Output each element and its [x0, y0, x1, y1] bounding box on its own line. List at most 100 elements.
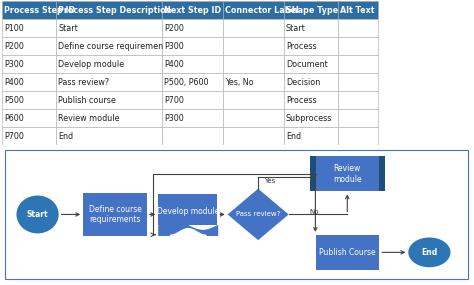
- Bar: [56, 1, 162, 19]
- Polygon shape: [228, 189, 289, 240]
- Bar: [162, 91, 223, 109]
- Bar: [338, 91, 378, 109]
- Text: P700: P700: [164, 96, 183, 105]
- Text: Yes, No: Yes, No: [225, 78, 254, 87]
- FancyBboxPatch shape: [316, 235, 379, 270]
- Bar: [284, 37, 338, 55]
- Text: Pass review?: Pass review?: [236, 211, 280, 217]
- Text: Pass review?: Pass review?: [58, 78, 109, 87]
- Bar: [2, 55, 56, 73]
- Bar: [338, 1, 378, 19]
- Text: Start: Start: [286, 24, 306, 33]
- Text: P300: P300: [164, 114, 183, 123]
- FancyBboxPatch shape: [379, 156, 384, 192]
- Text: Subprocess: Subprocess: [286, 114, 332, 123]
- Bar: [223, 1, 284, 19]
- Text: Review module: Review module: [58, 114, 120, 123]
- Bar: [162, 74, 223, 91]
- Bar: [223, 109, 284, 127]
- Bar: [56, 55, 162, 73]
- Text: P600: P600: [4, 114, 24, 123]
- Bar: [2, 37, 56, 55]
- Bar: [223, 19, 284, 37]
- FancyBboxPatch shape: [310, 156, 316, 192]
- Text: Start: Start: [58, 24, 78, 33]
- Bar: [56, 127, 162, 145]
- Text: P500: P500: [4, 96, 24, 105]
- Bar: [284, 91, 338, 109]
- Bar: [56, 91, 162, 109]
- Bar: [223, 91, 284, 109]
- Text: Process: Process: [286, 42, 317, 51]
- Bar: [2, 127, 56, 145]
- Text: Decision: Decision: [286, 78, 320, 87]
- Bar: [338, 109, 378, 127]
- Text: Document: Document: [286, 60, 328, 69]
- FancyBboxPatch shape: [158, 194, 217, 225]
- Bar: [162, 19, 223, 37]
- Bar: [56, 19, 162, 37]
- Text: Publish Course: Publish Course: [319, 248, 375, 257]
- Bar: [284, 109, 338, 127]
- Text: Shape Type: Shape Type: [286, 6, 338, 15]
- Text: P300: P300: [4, 60, 24, 69]
- Text: End: End: [58, 132, 73, 141]
- Bar: [223, 55, 284, 73]
- Text: Develop module: Develop module: [156, 207, 219, 216]
- Text: Process: Process: [286, 96, 317, 105]
- Bar: [2, 74, 56, 91]
- Text: P200: P200: [164, 24, 183, 33]
- FancyBboxPatch shape: [316, 156, 379, 192]
- Bar: [338, 74, 378, 91]
- Text: Next Step ID: Next Step ID: [164, 6, 221, 15]
- Bar: [338, 127, 378, 145]
- Ellipse shape: [17, 196, 59, 233]
- Bar: [338, 37, 378, 55]
- Bar: [338, 55, 378, 73]
- Bar: [2, 19, 56, 37]
- Bar: [162, 37, 223, 55]
- Bar: [284, 55, 338, 73]
- Text: P200: P200: [4, 42, 24, 51]
- Bar: [223, 37, 284, 55]
- Text: Alt Text: Alt Text: [340, 6, 374, 15]
- Text: Publish course: Publish course: [58, 96, 116, 105]
- Text: Connector Label: Connector Label: [225, 6, 299, 15]
- Bar: [162, 109, 223, 127]
- Text: Develop module: Develop module: [58, 60, 124, 69]
- Bar: [2, 91, 56, 109]
- Text: P100: P100: [4, 24, 24, 33]
- Bar: [56, 37, 162, 55]
- Bar: [56, 74, 162, 91]
- Text: P400: P400: [4, 78, 24, 87]
- Bar: [284, 127, 338, 145]
- Text: Define course requiremen: Define course requiremen: [58, 42, 164, 51]
- Text: Define course
requirements: Define course requirements: [89, 205, 141, 224]
- Bar: [162, 1, 223, 19]
- Bar: [284, 1, 338, 19]
- Bar: [223, 74, 284, 91]
- Text: Process Step ID: Process Step ID: [4, 6, 75, 15]
- Bar: [162, 127, 223, 145]
- Text: Start: Start: [27, 210, 48, 219]
- Text: P400: P400: [164, 60, 183, 69]
- Text: End: End: [421, 248, 438, 257]
- Bar: [284, 74, 338, 91]
- Bar: [223, 127, 284, 145]
- Text: P700: P700: [4, 132, 24, 141]
- Bar: [2, 1, 56, 19]
- Text: P500, P600: P500, P600: [164, 78, 208, 87]
- Bar: [162, 55, 223, 73]
- Text: Review
module: Review module: [333, 164, 362, 184]
- Bar: [338, 19, 378, 37]
- Bar: [56, 109, 162, 127]
- FancyBboxPatch shape: [83, 193, 146, 236]
- Bar: [2, 109, 56, 127]
- Text: End: End: [286, 132, 301, 141]
- Text: No: No: [310, 209, 319, 215]
- Ellipse shape: [408, 237, 450, 267]
- Text: Yes: Yes: [264, 178, 275, 184]
- Text: P300: P300: [164, 42, 183, 51]
- Text: Process Step Description: Process Step Description: [58, 6, 172, 15]
- Bar: [284, 19, 338, 37]
